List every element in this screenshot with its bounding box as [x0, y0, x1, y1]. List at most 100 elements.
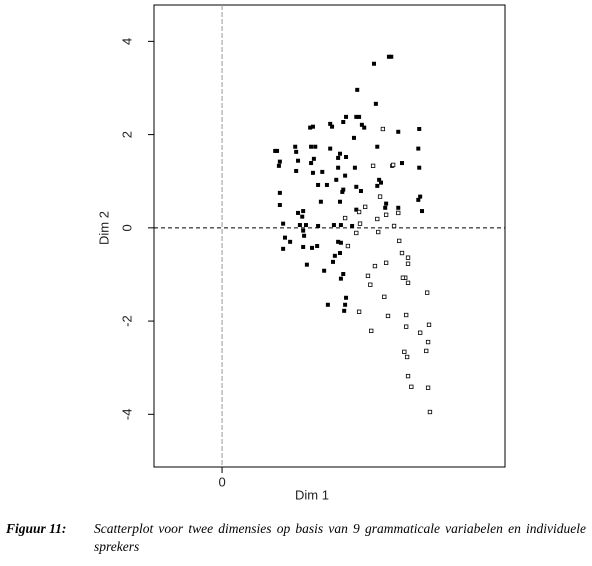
data-point	[358, 189, 363, 194]
data-point	[362, 125, 367, 130]
data-point	[409, 384, 414, 389]
data-point	[297, 223, 302, 228]
data-point	[281, 221, 286, 226]
data-point	[316, 223, 321, 228]
data-point	[426, 322, 432, 327]
data-point	[330, 124, 335, 129]
data-point	[324, 182, 329, 187]
data-point	[277, 202, 282, 207]
data-point	[369, 328, 374, 334]
data-point	[336, 239, 341, 244]
data-point	[337, 151, 342, 156]
data-point	[370, 163, 376, 168]
data-point	[332, 253, 337, 258]
data-point	[304, 262, 309, 267]
plot-frame	[153, 4, 506, 468]
data-point	[282, 235, 287, 240]
data-point	[383, 205, 388, 210]
data-point	[325, 302, 330, 307]
data-point	[356, 309, 362, 314]
data-point	[301, 244, 306, 249]
data-point	[330, 259, 335, 264]
y-tick-label: 2	[119, 131, 134, 138]
data-point	[301, 209, 306, 214]
data-point	[294, 168, 299, 173]
data-point	[382, 294, 387, 299]
data-point	[416, 197, 421, 202]
caption-text: Scatterplot voor twee dimensies op basis…	[94, 521, 586, 554]
data-point	[296, 158, 301, 163]
data-point	[311, 156, 316, 161]
data-point	[400, 275, 406, 280]
data-point	[309, 161, 314, 166]
data-point	[379, 180, 384, 185]
data-point	[331, 223, 336, 228]
data-point	[341, 187, 346, 192]
data-point	[377, 194, 383, 199]
data-point	[345, 243, 351, 249]
data-point	[405, 255, 411, 260]
data-point	[397, 238, 402, 244]
data-point	[404, 312, 409, 318]
data-point	[372, 263, 378, 269]
data-point	[318, 199, 323, 204]
data-point	[340, 189, 345, 194]
data-point	[310, 124, 315, 129]
data-point	[320, 169, 325, 174]
data-point	[302, 233, 307, 238]
data-point	[350, 223, 355, 228]
data-point	[373, 101, 378, 106]
data-point	[357, 114, 362, 119]
data-point	[343, 302, 348, 307]
data-point	[356, 209, 362, 215]
data-point	[425, 339, 431, 345]
data-point	[365, 273, 371, 279]
data-point	[338, 223, 343, 228]
data-point	[338, 240, 343, 245]
data-point	[315, 244, 320, 249]
data-point	[277, 190, 282, 195]
data-point	[396, 205, 401, 210]
data-point	[418, 194, 423, 199]
data-point	[386, 54, 391, 59]
data-point	[425, 290, 430, 295]
y-tick-label: 4	[119, 38, 134, 45]
data-point	[313, 144, 318, 149]
data-point	[359, 122, 364, 127]
data-point	[396, 210, 401, 216]
data-point	[338, 276, 343, 281]
data-point	[418, 330, 423, 335]
x-axis-label: Dim 1	[295, 487, 329, 502]
data-point	[402, 349, 407, 354]
data-point	[322, 268, 327, 273]
data-point	[376, 229, 381, 235]
data-point	[404, 354, 410, 360]
data-point	[425, 385, 431, 390]
data-point	[341, 120, 346, 125]
data-point	[276, 163, 281, 168]
data-point	[417, 165, 422, 170]
data-point	[303, 223, 308, 228]
data-point	[277, 159, 282, 164]
data-point	[375, 216, 380, 222]
data-point	[372, 61, 377, 66]
data-point	[416, 146, 421, 151]
data-point	[385, 313, 391, 319]
data-point	[337, 199, 342, 204]
x-tick-label: 0	[218, 474, 225, 489]
data-point	[328, 146, 333, 151]
data-point	[343, 173, 348, 178]
data-point	[390, 162, 396, 168]
data-point	[300, 214, 305, 219]
caption-label: Figuur 11:	[6, 521, 67, 536]
data-point	[354, 114, 359, 119]
data-point	[310, 245, 315, 250]
caption: Figuur 11: Scatterplot voor twee dimensi…	[6, 520, 586, 556]
data-point	[301, 228, 306, 233]
data-point	[344, 295, 349, 300]
data-point	[380, 126, 386, 132]
data-point	[354, 230, 359, 236]
data-point	[309, 144, 314, 149]
data-point	[336, 155, 341, 160]
data-point	[342, 308, 347, 313]
